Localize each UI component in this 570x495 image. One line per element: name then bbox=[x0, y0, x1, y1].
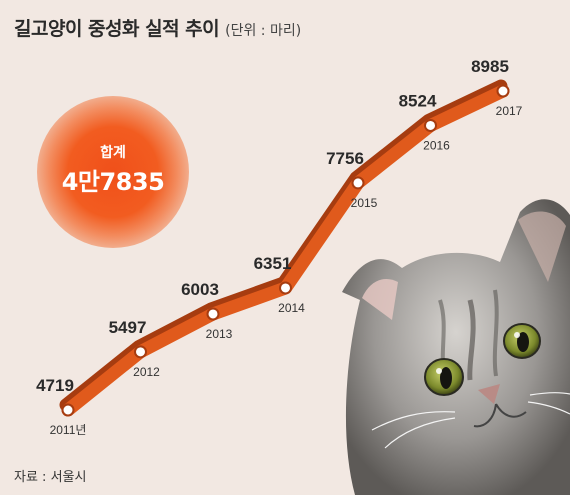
chart-header: 길고양이 중성화 실적 추이 (단위 : 마리) bbox=[14, 14, 301, 41]
category-label: 2015 bbox=[351, 196, 378, 210]
data-point bbox=[351, 176, 365, 190]
source-note: 자료 : 서울시 bbox=[14, 470, 87, 485]
data-labels: 4719 2011년 5497 2012 6003 2013 6351 2014 7756 201… bbox=[36, 57, 523, 437]
category-label: 2017 bbox=[496, 104, 523, 118]
category-label: 2013 bbox=[206, 327, 233, 341]
chart-title: 길고양이 중성화 실적 추이 bbox=[14, 18, 220, 40]
data-point bbox=[279, 281, 292, 295]
total-badge: 합계 4만7835 bbox=[37, 96, 189, 248]
cat-photo bbox=[342, 199, 570, 495]
data-point bbox=[134, 345, 147, 359]
data-points bbox=[61, 84, 510, 417]
value-label: 4719 bbox=[36, 376, 74, 395]
data-point bbox=[424, 118, 437, 132]
data-point bbox=[61, 403, 75, 417]
data-point bbox=[206, 307, 220, 321]
total-label: 합계 bbox=[100, 145, 126, 161]
value-label: 7756 bbox=[326, 149, 364, 168]
total-value: 4만7835 bbox=[61, 168, 165, 196]
value-label: 6351 bbox=[254, 254, 292, 273]
data-point bbox=[496, 84, 510, 98]
category-label: 2011년 bbox=[50, 423, 87, 437]
category-label: 2014 bbox=[278, 301, 305, 315]
value-label: 8985 bbox=[471, 57, 509, 76]
value-label: 6003 bbox=[181, 280, 219, 299]
value-label: 5497 bbox=[109, 318, 147, 337]
unit-label: (단위 : 마리) bbox=[225, 23, 302, 39]
category-label: 2016 bbox=[423, 138, 450, 152]
category-label: 2012 bbox=[133, 365, 160, 379]
value-label: 8524 bbox=[399, 91, 437, 110]
